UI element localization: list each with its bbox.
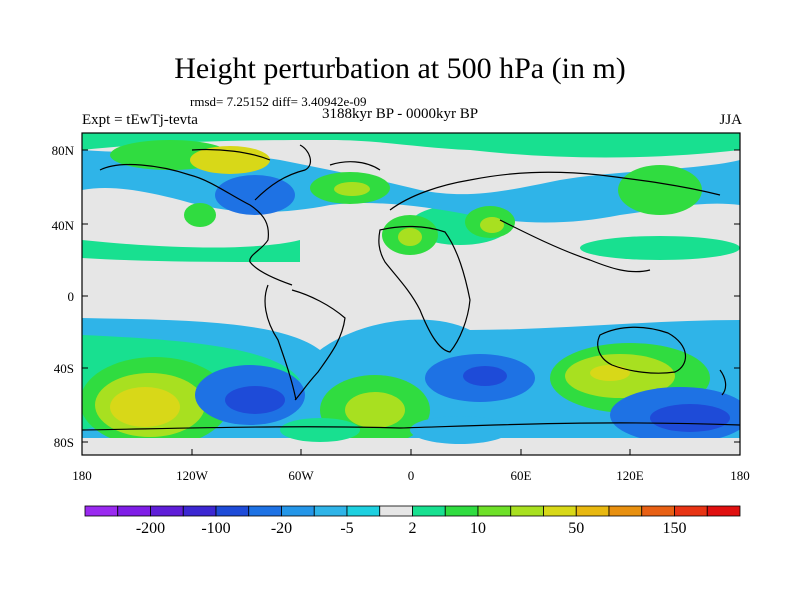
lat-label: 40N: [52, 218, 75, 233]
colorbar-swatch: [510, 505, 544, 517]
colorbar-swatch: [313, 505, 348, 517]
colorbar-label: 50: [568, 520, 584, 537]
colorbar-swatch: [248, 505, 282, 517]
colorbar-swatch: [150, 505, 184, 517]
latitude-axis: 80N 40N 0 40S 80S: [52, 143, 740, 450]
lat-label: 80N: [52, 143, 75, 158]
colorbar-label: -200: [136, 520, 165, 537]
lat-label: 80S: [54, 435, 74, 450]
colorbar-swatch: [346, 505, 381, 517]
colorbar-label: 2: [409, 520, 417, 537]
colorbar-swatch: [379, 505, 413, 517]
season-label: JJA: [719, 112, 742, 128]
lon-label: 180: [730, 468, 750, 483]
colorbar-swatch: [641, 505, 675, 517]
colorbar-swatch: [543, 505, 577, 517]
colorbar-swatch: [706, 505, 741, 517]
map-field: [82, 133, 740, 455]
experiment-label: Expt = tEwTj-tevta: [82, 112, 198, 128]
colorbar-label: -100: [201, 520, 230, 537]
colorbar-swatch: [215, 505, 250, 517]
colorbar-swatch: [575, 505, 610, 517]
colorbar-swatch: [182, 505, 217, 517]
colorbar-label: -5: [340, 520, 353, 537]
longitude-axis: 180 120W 60W 0 60E 120E 180: [72, 449, 750, 483]
lon-label: 120W: [176, 468, 209, 483]
period-label: 3188kyr BP - 0000kyr BP: [322, 106, 479, 122]
lon-label: 60E: [511, 468, 532, 483]
lon-label: 180: [72, 468, 92, 483]
lon-label: 0: [408, 468, 415, 483]
colorbar-label: 10: [470, 520, 486, 537]
lat-label: 0: [68, 289, 75, 304]
colorbar-label: 150: [663, 520, 687, 537]
colorbar-swatch: [84, 505, 119, 517]
lon-label: 120E: [616, 468, 644, 483]
colorbar-swatch: [444, 505, 479, 517]
map-title: Height perturbation at 500 hPa (in m): [174, 52, 626, 85]
lat-label: 40S: [54, 361, 74, 376]
coastlines: [82, 144, 740, 431]
colorbar-swatch: [477, 505, 512, 517]
colorbar-swatch: [608, 505, 643, 517]
lon-label: 60W: [288, 468, 314, 483]
colorbar-swatch: [281, 505, 315, 517]
colorbar-swatch: [412, 505, 446, 517]
rmsd-stats: rmsd= 7.25152 diff= 3.40942e-09: [190, 94, 367, 109]
colorbar-label: -20: [271, 520, 292, 537]
colorbar: -200 -100 -20 -5 2 10 50 150: [84, 505, 741, 537]
colorbar-swatch: [117, 505, 151, 517]
colorbar-swatch: [674, 505, 708, 517]
